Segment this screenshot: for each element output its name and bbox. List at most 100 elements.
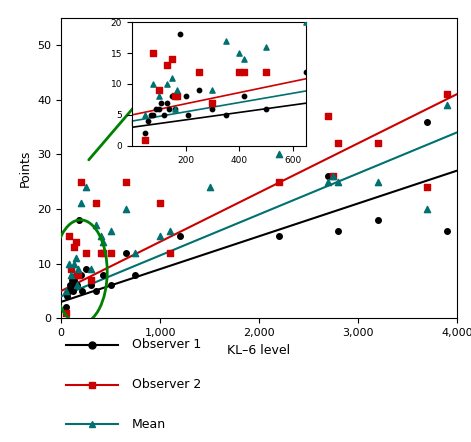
Point bbox=[150, 80, 157, 88]
Point bbox=[122, 206, 129, 213]
Point bbox=[99, 249, 106, 256]
Point bbox=[92, 287, 100, 294]
Point bbox=[99, 271, 106, 278]
Point bbox=[65, 287, 73, 294]
Point bbox=[166, 227, 174, 234]
X-axis label: KL–6 level: KL–6 level bbox=[227, 343, 291, 357]
Point bbox=[150, 50, 157, 57]
Point bbox=[78, 287, 86, 294]
Point bbox=[141, 136, 149, 143]
Point bbox=[443, 227, 451, 234]
Point bbox=[68, 276, 76, 283]
Point bbox=[176, 233, 184, 240]
Point bbox=[122, 249, 129, 256]
Point bbox=[62, 304, 70, 311]
Point bbox=[67, 282, 75, 289]
Point bbox=[66, 282, 74, 289]
Point bbox=[82, 183, 90, 191]
Point bbox=[209, 105, 216, 112]
Point bbox=[174, 93, 181, 100]
Point bbox=[132, 271, 139, 278]
Point bbox=[74, 271, 82, 278]
Point bbox=[236, 68, 243, 75]
Point bbox=[87, 282, 95, 289]
Point bbox=[65, 260, 73, 267]
Point bbox=[334, 178, 342, 185]
Point bbox=[182, 93, 189, 100]
Point bbox=[443, 102, 451, 109]
Point bbox=[67, 266, 75, 273]
Point bbox=[107, 282, 114, 289]
Point bbox=[132, 118, 139, 125]
Point bbox=[168, 93, 176, 100]
Point bbox=[99, 238, 106, 245]
Point bbox=[275, 178, 283, 185]
Point bbox=[163, 99, 171, 106]
Point bbox=[423, 206, 431, 213]
Point bbox=[325, 173, 332, 180]
Point bbox=[168, 74, 176, 81]
Text: Observer 2: Observer 2 bbox=[132, 378, 201, 391]
Point bbox=[262, 68, 270, 75]
Point bbox=[241, 93, 248, 100]
Point bbox=[222, 12, 229, 19]
Point bbox=[156, 200, 164, 207]
Point bbox=[325, 113, 332, 120]
Point bbox=[71, 282, 79, 289]
Point bbox=[334, 140, 342, 147]
Point bbox=[152, 105, 160, 112]
Point bbox=[374, 140, 382, 147]
Point bbox=[262, 43, 270, 50]
Point bbox=[141, 111, 149, 118]
Point bbox=[87, 276, 95, 283]
Point bbox=[82, 266, 90, 273]
Point bbox=[144, 118, 152, 125]
Point bbox=[73, 271, 80, 278]
Point bbox=[155, 93, 162, 100]
Point bbox=[325, 178, 332, 185]
Point bbox=[166, 105, 173, 112]
Point bbox=[166, 249, 174, 256]
Point bbox=[132, 249, 139, 256]
Point bbox=[150, 111, 157, 118]
Point bbox=[92, 200, 100, 207]
Point bbox=[423, 118, 431, 125]
Point bbox=[275, 233, 283, 240]
Point bbox=[222, 111, 229, 118]
Point bbox=[236, 50, 243, 57]
Point bbox=[97, 233, 105, 240]
Point bbox=[374, 178, 382, 185]
Point bbox=[155, 87, 162, 94]
Point bbox=[70, 276, 78, 283]
Point bbox=[209, 99, 216, 106]
Point bbox=[182, 12, 189, 19]
Point bbox=[92, 222, 100, 229]
Point bbox=[73, 255, 80, 262]
Point bbox=[241, 56, 248, 63]
Point bbox=[163, 80, 171, 88]
Point bbox=[70, 260, 78, 267]
Point bbox=[62, 309, 70, 316]
Point bbox=[330, 173, 337, 180]
Point bbox=[107, 249, 114, 256]
Point bbox=[209, 87, 216, 94]
Point bbox=[74, 271, 82, 278]
Point bbox=[176, 31, 184, 38]
Point bbox=[302, 19, 310, 26]
Point bbox=[77, 178, 85, 185]
Point bbox=[82, 249, 90, 256]
Point bbox=[330, 173, 337, 180]
Y-axis label: Points: Points bbox=[19, 149, 32, 187]
Point bbox=[185, 111, 192, 118]
Point bbox=[73, 271, 81, 278]
Point bbox=[87, 266, 95, 273]
Point bbox=[166, 249, 174, 256]
Point bbox=[423, 183, 431, 191]
Point bbox=[163, 62, 171, 69]
Point bbox=[195, 68, 203, 75]
Point bbox=[195, 0, 203, 1]
Point bbox=[262, 105, 270, 112]
Point bbox=[67, 271, 75, 278]
Point bbox=[171, 93, 179, 100]
Point bbox=[158, 99, 165, 106]
